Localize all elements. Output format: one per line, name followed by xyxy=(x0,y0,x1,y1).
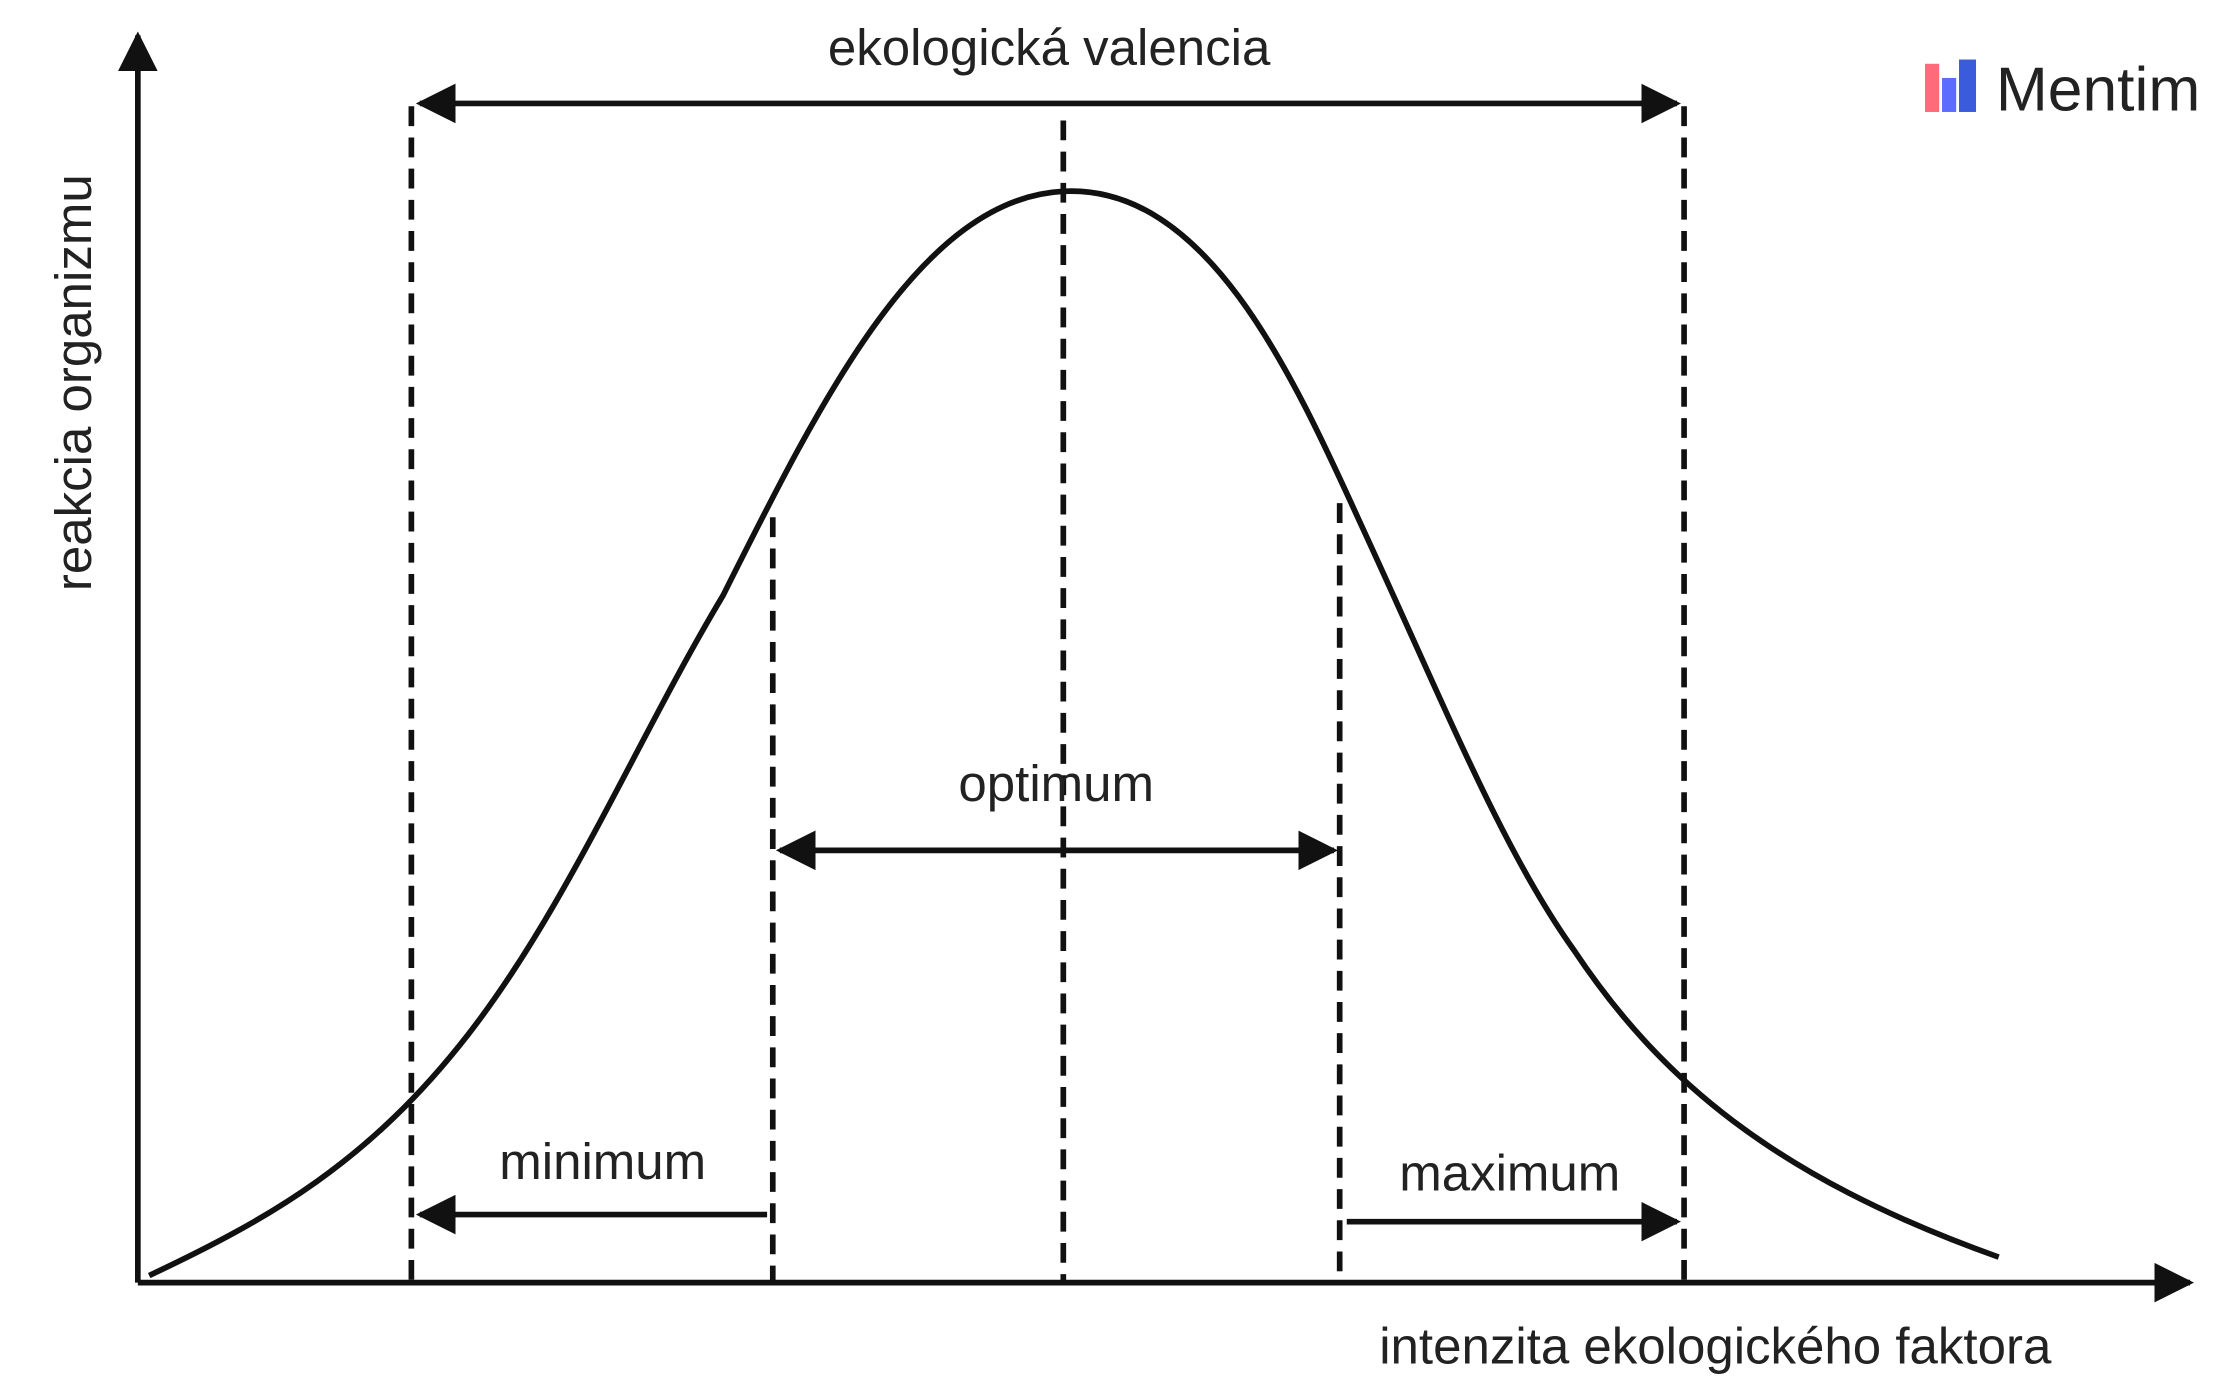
minimum-label: minimum xyxy=(499,1133,706,1190)
x-axis-label: intenzita ekologického faktora xyxy=(1379,1317,2052,1374)
maximum-label: maximum xyxy=(1399,1145,1620,1202)
optimum-label: optimum xyxy=(958,755,1154,812)
y-axis-label: reakcia organizmu xyxy=(45,174,102,591)
brand-name: Mentim xyxy=(1996,56,2200,125)
brand-logo xyxy=(1925,59,1977,112)
title: ekologická valencia xyxy=(828,19,1271,76)
tolerance-curve xyxy=(147,188,2000,1279)
